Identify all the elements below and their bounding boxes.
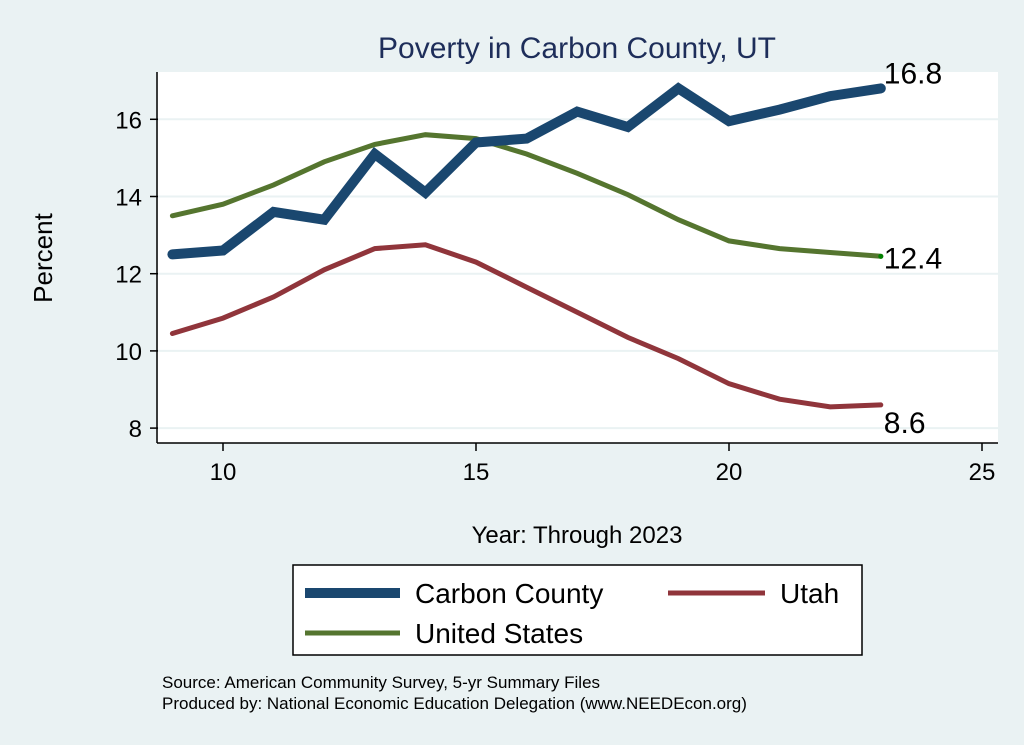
series-line-carbon-county [167,82,886,260]
end-marker [878,253,884,259]
y-tick-label: 16 [115,107,142,134]
end-label: 8.6 [884,407,926,440]
chart-title: Poverty in Carbon County, UT [378,32,776,65]
y-axis-label: Percent [28,212,58,302]
series-line-utah [169,242,884,410]
plot-area [158,72,998,443]
legend-label-carbon: Carbon County [415,578,603,609]
y-tick-label: 10 [115,339,142,366]
legend: Carbon County Utah United States [292,564,863,656]
y-tick-label: 12 [115,262,142,289]
x-tick-label: 25 [969,459,996,486]
x-axis-label: Year: Through 2023 [472,522,683,549]
x-tick-label: 10 [210,459,237,486]
legend-box [292,564,863,656]
end-label: 12.4 [884,242,942,275]
produced-note: Produced by: National Economic Education… [162,694,747,713]
y-tick-label: 14 [115,185,142,212]
legend-label-utah: Utah [780,578,839,609]
end-label: 16.8 [884,57,942,90]
y-tick-label: 8 [129,416,142,443]
legend-label-us: United States [415,618,583,649]
x-tick-label: 20 [716,459,743,486]
source-note: Source: American Community Survey, 5-yr … [162,673,600,692]
series-line-united-states [169,132,884,259]
x-tick-label: 15 [463,459,490,486]
